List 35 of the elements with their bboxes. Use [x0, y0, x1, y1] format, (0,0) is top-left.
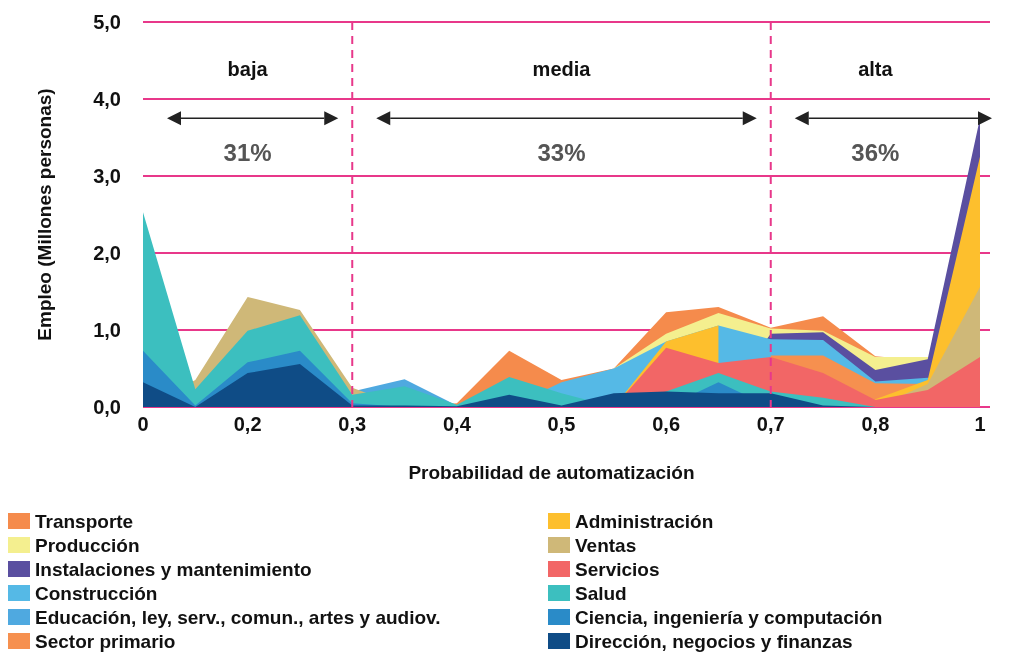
x-tick-label: 0,3	[338, 413, 367, 435]
legend-label: Instalaciones y mantenimiento	[35, 559, 312, 580]
legend-label: Salud	[575, 583, 627, 604]
legend-label: Educación, ley, serv., comun., artes y audiov.	[35, 607, 441, 628]
legend-label: Sector primario	[35, 631, 176, 652]
x-tick-label: 0,7	[756, 413, 785, 435]
x-axis-title: Probabilidad de automatización	[408, 462, 695, 483]
annotation: baja	[227, 57, 269, 80]
legend-label: Transporte	[35, 511, 134, 532]
y-tick-label: 3,0	[93, 165, 121, 187]
x-tick-label: 0	[137, 413, 149, 435]
y-tick-label: 2,0	[93, 242, 121, 264]
x-tick-label: 0,8	[861, 413, 890, 435]
x-tick-label: 0,4	[442, 413, 472, 435]
legend-label: Producción	[35, 535, 140, 556]
y-tick-label: 1,0	[93, 319, 121, 341]
annotation: 31%	[223, 138, 272, 166]
y-axis-title: Empleo (Millones personas)	[34, 88, 55, 341]
y-tick-label: 0,0	[93, 396, 121, 418]
y-tick-label: 5,0	[93, 11, 121, 33]
annotation: alta	[858, 57, 894, 80]
legend-label: Administración	[575, 511, 714, 532]
annotation: 33%	[537, 138, 586, 166]
y-tick-label: 4,0	[93, 88, 121, 110]
annotation: media	[532, 57, 592, 80]
x-tick-label: 0,5	[547, 413, 576, 435]
legend-label: Ciencia, ingeniería y computación	[575, 607, 883, 628]
legend-label: Dirección, negocios y finanzas	[575, 631, 853, 652]
legend-label: Construcción	[35, 583, 158, 604]
x-tick-label: 1	[974, 413, 986, 435]
annotation: 36%	[851, 138, 900, 166]
legend-label: Ventas	[575, 535, 637, 556]
legend-label: Servicios	[575, 559, 660, 580]
x-tick-label: 0,2	[233, 413, 262, 435]
x-tick-label: 0,6	[652, 413, 681, 435]
